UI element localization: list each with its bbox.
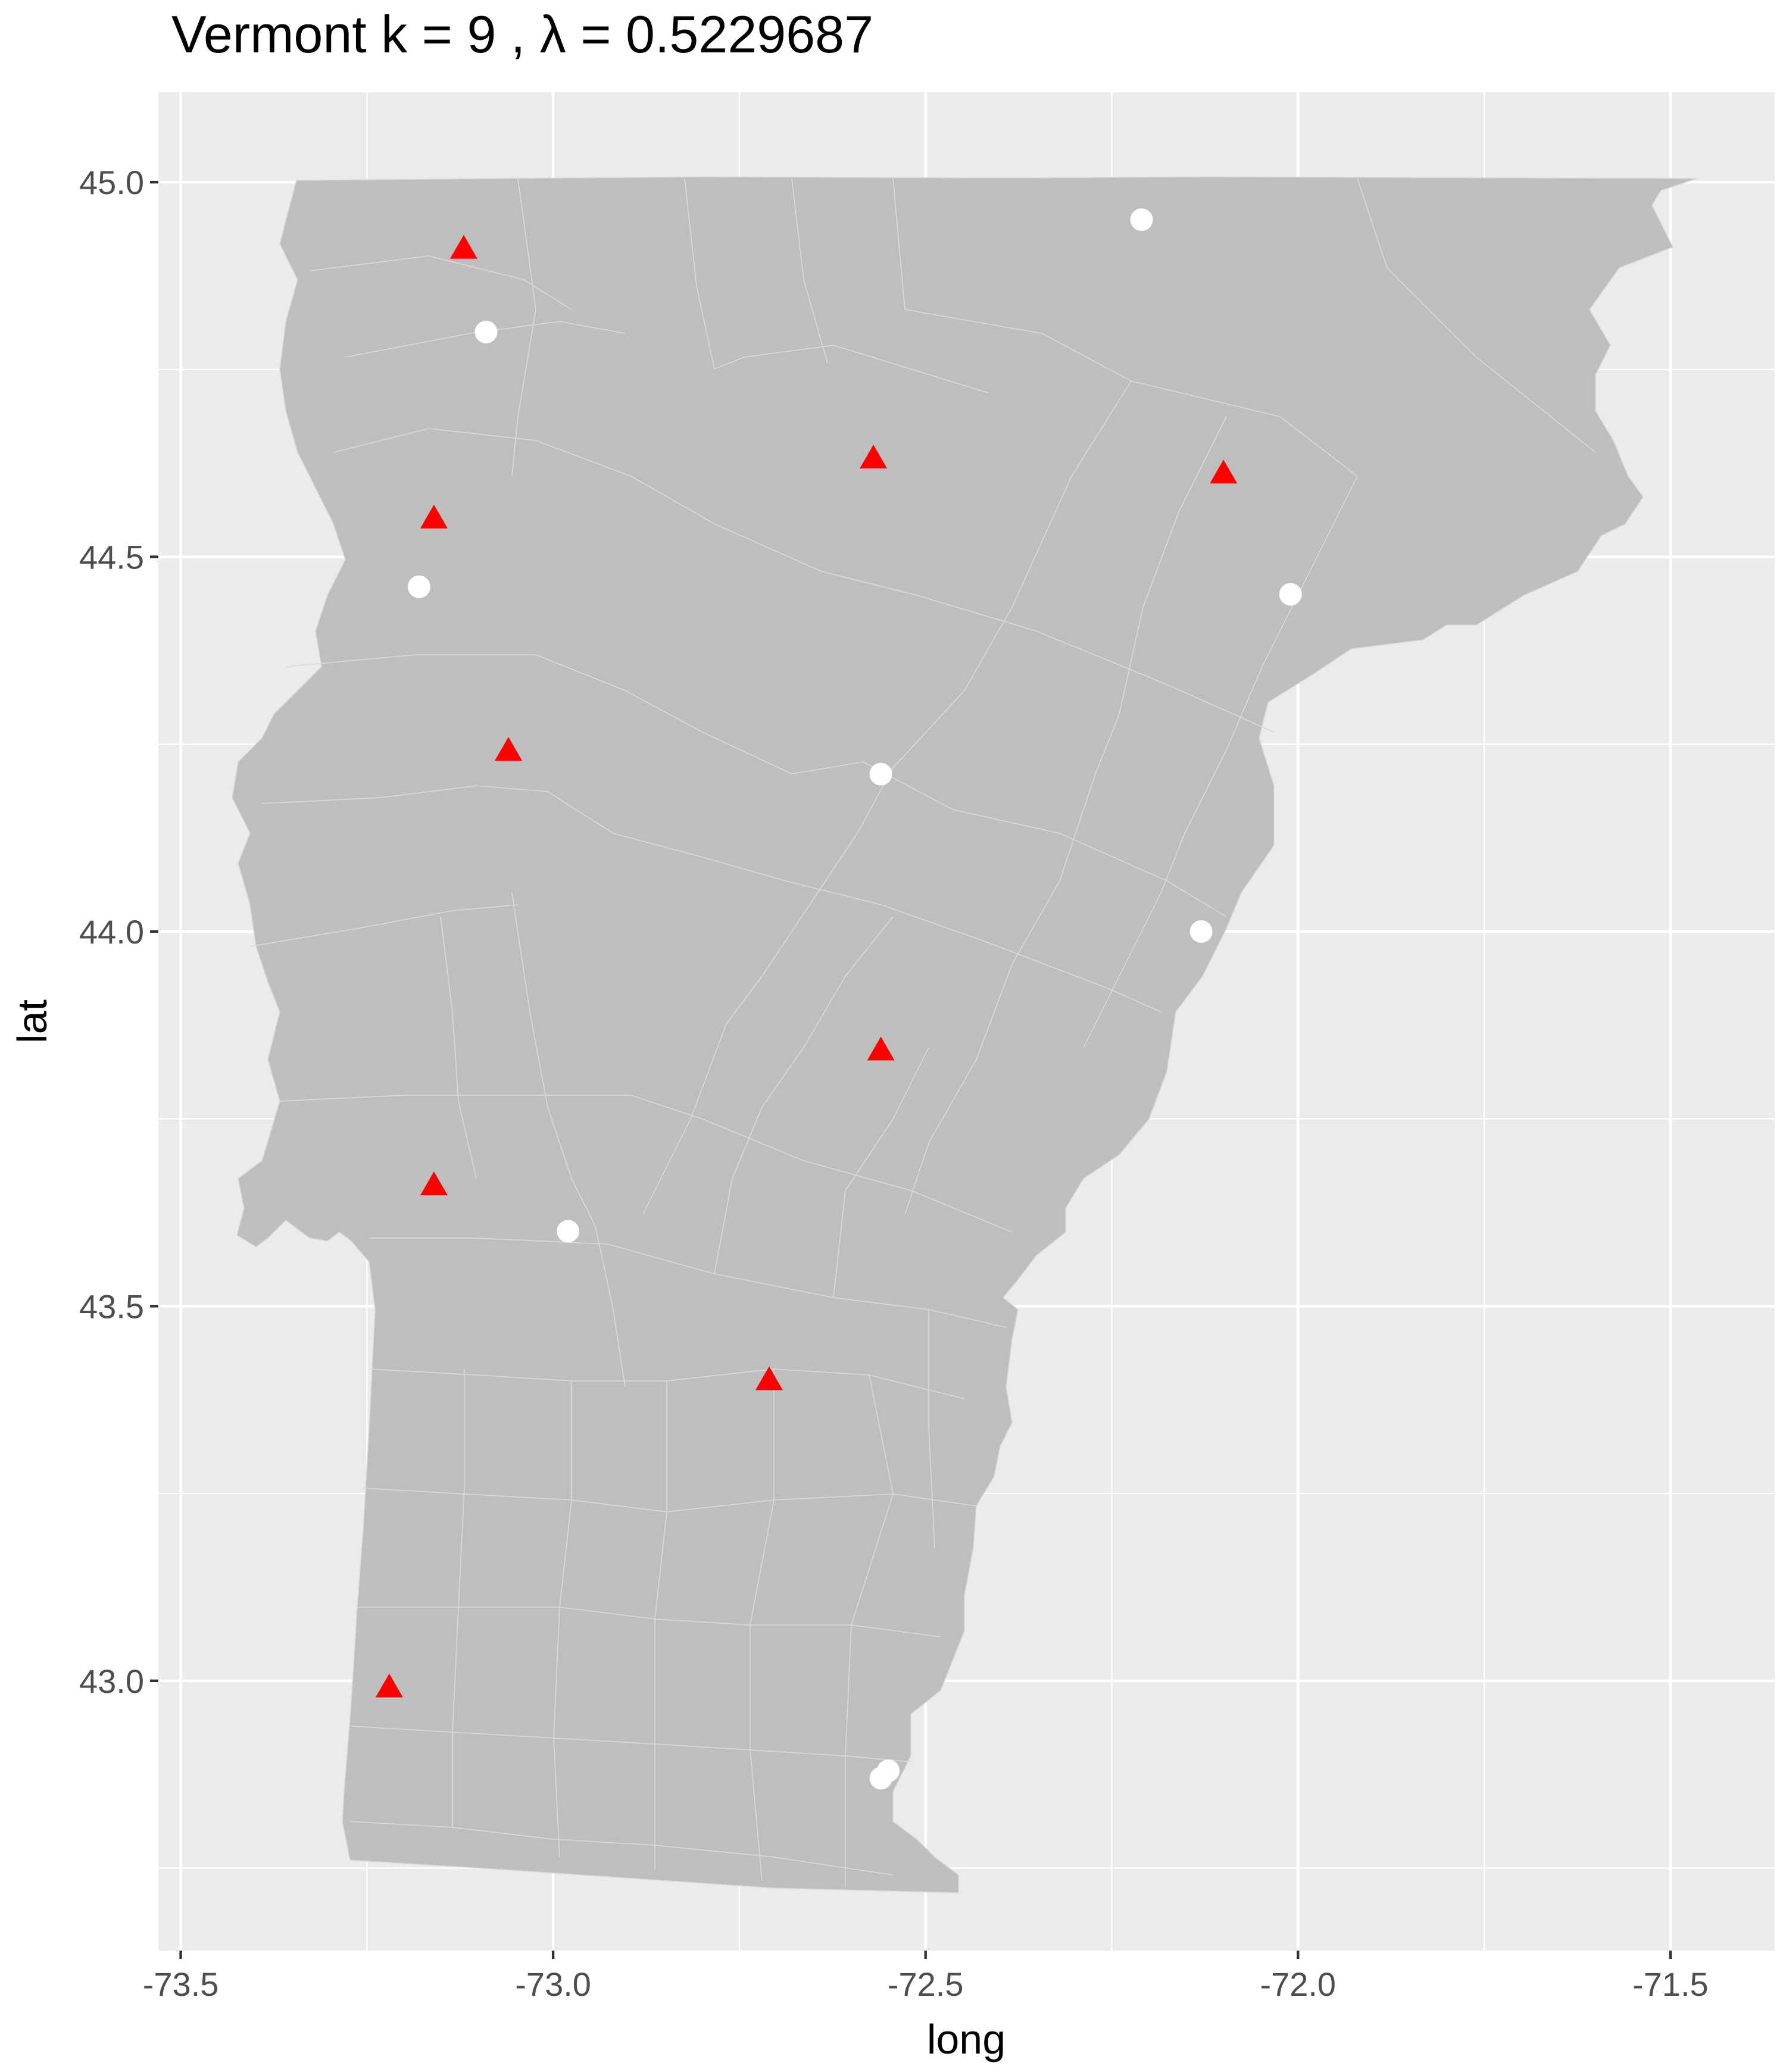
x-tick-label: -72.5 (888, 1965, 964, 2003)
data-points (375, 208, 1302, 1790)
circle-marker (407, 575, 430, 598)
circle-marker (1130, 208, 1153, 232)
circle-marker (869, 762, 892, 786)
circle-marker (557, 1220, 580, 1243)
x-tick-label: -73.0 (515, 1965, 591, 2003)
circle-marker (474, 320, 498, 343)
triangle-marker (375, 1673, 403, 1698)
y-tick-label: 43.0 (79, 1662, 144, 1700)
x-tick-label: -71.5 (1632, 1965, 1709, 2003)
y-tick-label: 45.0 (79, 164, 144, 201)
triangle-marker (420, 504, 448, 529)
y-axis-title: lat (9, 999, 55, 1043)
vermont-map (232, 176, 1697, 1893)
x-tick-label: -72.0 (1260, 1965, 1336, 2003)
x-tick-label: -73.5 (143, 1965, 219, 2003)
triangle-marker (495, 737, 523, 761)
y-tick-label: 44.5 (79, 539, 144, 576)
circle-marker (1189, 920, 1213, 943)
circle-marker (1279, 583, 1302, 606)
triangle-marker (449, 235, 477, 259)
triangle-marker (1210, 460, 1238, 484)
vermont-state-shape (232, 176, 1697, 1893)
chart-title: Vermont k = 9 , λ = 0.5229687 (171, 5, 873, 64)
y-tick-label: 43.5 (79, 1287, 144, 1325)
y-axis-ticks: 43.0 43.5 44.0 44.5 45.0 (79, 164, 158, 1700)
county-boundaries (249, 178, 1596, 1887)
x-axis-ticks: -73.5 -73.0 -72.5 -72.0 -71.5 (143, 1951, 1709, 2003)
y-tick-label: 44.0 (79, 913, 144, 951)
circle-marker (877, 1759, 900, 1782)
x-axis-title: long (927, 2016, 1006, 2062)
triangle-marker (420, 1171, 448, 1196)
triangle-marker (867, 1036, 895, 1061)
triangle-marker (755, 1366, 783, 1390)
triangle-marker (860, 445, 888, 469)
